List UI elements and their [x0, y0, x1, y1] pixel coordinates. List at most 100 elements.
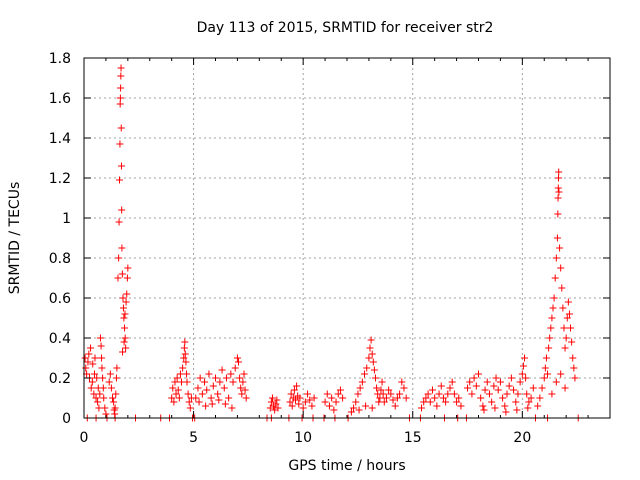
- data-point: [564, 298, 572, 306]
- data-point: [174, 386, 182, 394]
- data-point: [494, 386, 502, 394]
- data-point: [466, 378, 474, 386]
- data-point: [100, 394, 108, 402]
- data-point: [184, 390, 192, 398]
- data-point: [212, 374, 219, 382]
- data-point: [472, 382, 480, 390]
- data-point: [514, 390, 522, 398]
- data-point: [202, 402, 210, 410]
- data-point: [120, 338, 128, 346]
- ticks-layer: [83, 57, 610, 419]
- data-point: [98, 364, 106, 372]
- data-point: [507, 374, 515, 382]
- data-point: [323, 390, 331, 398]
- data-point: [121, 310, 129, 318]
- data-point: [455, 394, 463, 402]
- data-point: [122, 298, 130, 306]
- data-point: [370, 366, 378, 374]
- data-point: [179, 364, 187, 372]
- data-point: [545, 344, 553, 352]
- data-point: [208, 400, 216, 408]
- data-point: [171, 378, 179, 386]
- data-point: [552, 378, 560, 386]
- data-point: [268, 394, 276, 402]
- data-point: [547, 324, 555, 332]
- data-point: [554, 184, 562, 192]
- data-point: [113, 364, 121, 372]
- data-point: [328, 394, 336, 402]
- data-point: [554, 210, 562, 218]
- data-point: [555, 188, 563, 196]
- data-point: [117, 162, 125, 170]
- data-point: [172, 390, 180, 398]
- data-point: [571, 374, 579, 382]
- data-point: [398, 378, 406, 386]
- data-point: [527, 394, 535, 402]
- data-point: [91, 370, 99, 378]
- data-point: [433, 402, 441, 410]
- data-point: [88, 378, 96, 386]
- data-point: [385, 386, 393, 394]
- data-point: [450, 390, 458, 398]
- data-point: [562, 334, 570, 342]
- data-point: [554, 194, 562, 202]
- data-point: [119, 304, 127, 312]
- data-point: [170, 398, 178, 406]
- y-tick-label: 0.4: [49, 331, 71, 347]
- data-point: [366, 344, 374, 352]
- data-point: [496, 378, 504, 386]
- data-point: [490, 382, 498, 390]
- data-point: [550, 294, 558, 302]
- y-axis-title: SRMTID / TECUs: [7, 182, 23, 295]
- data-point: [81, 354, 89, 362]
- data-point: [387, 390, 395, 398]
- data-point: [87, 384, 95, 392]
- data-point: [524, 404, 532, 412]
- data-point: [308, 402, 316, 410]
- data-point: [192, 394, 200, 402]
- data-point: [541, 364, 549, 372]
- data-point: [371, 374, 379, 382]
- data-point: [194, 384, 202, 392]
- x-tick-label: 5: [189, 430, 198, 446]
- data-point: [558, 284, 566, 292]
- data-point: [557, 370, 565, 378]
- data-point: [107, 384, 115, 392]
- data-point: [561, 384, 569, 392]
- data-point: [239, 378, 247, 386]
- data-point: [205, 370, 213, 378]
- data-point: [301, 398, 309, 406]
- data-point: [365, 354, 373, 362]
- data-point: [475, 370, 482, 378]
- data-point: [513, 406, 521, 414]
- data-point: [203, 386, 211, 394]
- data-point: [181, 350, 189, 358]
- data-point: [470, 374, 478, 382]
- data-point: [93, 374, 101, 382]
- data-point: [221, 400, 229, 408]
- data-point: [565, 310, 573, 318]
- data-point: [457, 402, 465, 410]
- data-point: [420, 398, 428, 406]
- data-point: [286, 398, 294, 406]
- data-point: [480, 406, 488, 414]
- data-point: [356, 384, 364, 392]
- data-point: [169, 384, 177, 392]
- data-point: [215, 396, 223, 404]
- data-point: [304, 390, 312, 398]
- data-point: [121, 324, 129, 332]
- data-point: [363, 364, 371, 372]
- data-point: [240, 370, 248, 378]
- data-point: [502, 408, 510, 416]
- data-point: [567, 324, 575, 332]
- data-point: [214, 390, 222, 398]
- data-point: [569, 354, 577, 362]
- data-point: [267, 398, 275, 406]
- data-point: [491, 404, 499, 412]
- data-point: [124, 264, 132, 272]
- data-point: [368, 404, 376, 412]
- data-point: [295, 400, 303, 408]
- data-point: [557, 264, 565, 272]
- y-tick-label: 0.2: [49, 371, 71, 387]
